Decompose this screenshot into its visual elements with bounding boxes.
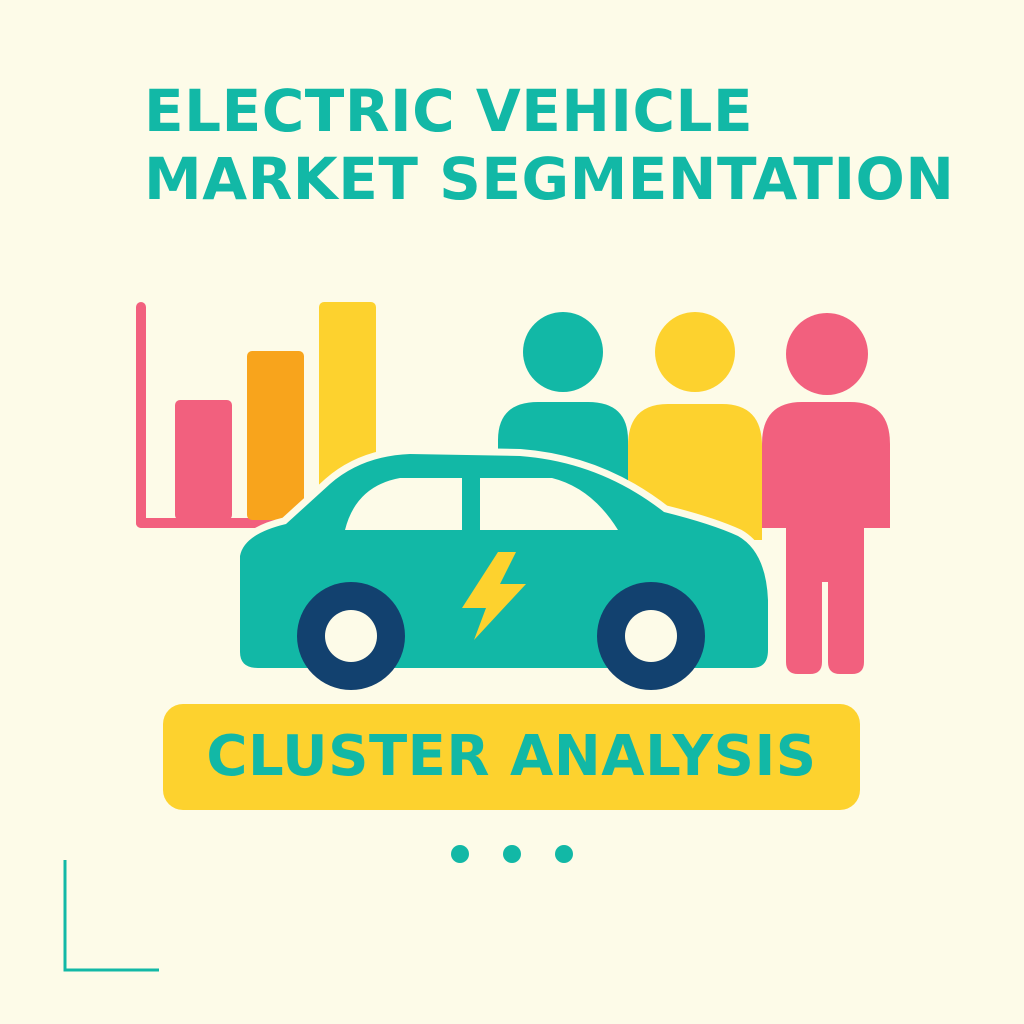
bar-chart-icon <box>136 302 376 528</box>
chart-bar-2 <box>247 351 304 520</box>
title-line-2: MARKET SEGMENTATION <box>144 145 955 213</box>
cluster-analysis-banner: CLUSTER ANALYSIS <box>163 704 860 810</box>
car-window-front <box>345 478 462 530</box>
person-pink <box>762 313 890 674</box>
car-wheel-rear <box>597 582 705 690</box>
chart-axis-vertical <box>136 302 146 528</box>
banner-label: CLUSTER ANALYSIS <box>206 724 817 789</box>
corner-bracket-icon <box>63 860 159 972</box>
car-wheel-front <box>297 582 405 690</box>
lightning-bolt-icon <box>462 552 526 640</box>
title-line-1: ELECTRIC VEHICLE <box>144 77 754 145</box>
electric-car-icon <box>233 447 775 690</box>
car-window-rear <box>480 478 618 530</box>
ellipsis-icon <box>451 845 573 863</box>
chart-bar-1 <box>175 400 232 520</box>
